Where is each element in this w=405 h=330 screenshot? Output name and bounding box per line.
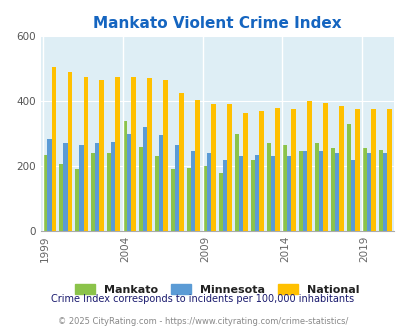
Bar bbox=[75, 169, 79, 231]
Bar bbox=[43, 155, 47, 231]
Bar bbox=[191, 151, 195, 231]
Bar bbox=[186, 168, 191, 231]
Bar bbox=[154, 156, 159, 231]
Bar bbox=[127, 134, 131, 231]
Bar bbox=[111, 142, 115, 231]
Bar bbox=[83, 77, 87, 231]
Bar bbox=[139, 147, 143, 231]
Bar bbox=[59, 164, 63, 231]
Bar bbox=[366, 153, 370, 231]
Bar bbox=[275, 108, 279, 231]
Bar bbox=[123, 121, 127, 231]
Bar bbox=[159, 135, 163, 231]
Bar bbox=[282, 145, 286, 231]
Bar bbox=[222, 160, 227, 231]
Bar bbox=[239, 156, 243, 231]
Text: Crime Index corresponds to incidents per 100,000 inhabitants: Crime Index corresponds to incidents per… bbox=[51, 294, 354, 304]
Bar bbox=[207, 153, 211, 231]
Bar bbox=[298, 151, 302, 231]
Bar bbox=[63, 143, 67, 231]
Bar bbox=[362, 148, 366, 231]
Bar bbox=[322, 103, 327, 231]
Bar bbox=[107, 153, 111, 231]
Bar bbox=[195, 100, 199, 231]
Bar bbox=[211, 104, 215, 231]
Bar bbox=[286, 156, 290, 231]
Bar bbox=[47, 139, 51, 231]
Bar bbox=[234, 134, 239, 231]
Bar bbox=[377, 150, 382, 231]
Bar bbox=[227, 104, 231, 231]
Bar bbox=[175, 145, 179, 231]
Bar bbox=[350, 160, 354, 231]
Bar bbox=[250, 160, 254, 231]
Bar bbox=[302, 151, 307, 231]
Bar bbox=[131, 77, 135, 231]
Bar bbox=[51, 67, 56, 231]
Bar bbox=[202, 166, 207, 231]
Bar bbox=[179, 93, 183, 231]
Bar bbox=[382, 153, 386, 231]
Bar bbox=[386, 109, 390, 231]
Bar bbox=[143, 127, 147, 231]
Bar bbox=[95, 143, 99, 231]
Bar bbox=[346, 124, 350, 231]
Bar bbox=[334, 153, 339, 231]
Bar bbox=[330, 148, 334, 231]
Bar bbox=[266, 143, 270, 231]
Bar bbox=[290, 109, 295, 231]
Bar bbox=[314, 143, 318, 231]
Bar bbox=[354, 109, 359, 231]
Legend: Mankato, Minnesota, National: Mankato, Minnesota, National bbox=[70, 280, 363, 299]
Bar bbox=[115, 77, 119, 231]
Bar bbox=[270, 156, 275, 231]
Bar bbox=[79, 145, 83, 231]
Bar bbox=[218, 173, 222, 231]
Bar bbox=[163, 80, 167, 231]
Title: Mankato Violent Crime Index: Mankato Violent Crime Index bbox=[93, 16, 341, 31]
Bar bbox=[67, 72, 72, 231]
Bar bbox=[243, 113, 247, 231]
Bar bbox=[339, 106, 343, 231]
Bar bbox=[318, 151, 322, 231]
Bar bbox=[91, 153, 95, 231]
Text: © 2025 CityRating.com - https://www.cityrating.com/crime-statistics/: © 2025 CityRating.com - https://www.city… bbox=[58, 317, 347, 326]
Bar bbox=[147, 79, 151, 231]
Bar bbox=[307, 101, 311, 231]
Bar bbox=[254, 155, 259, 231]
Bar bbox=[259, 111, 263, 231]
Bar bbox=[171, 169, 175, 231]
Bar bbox=[99, 80, 104, 231]
Bar bbox=[370, 109, 375, 231]
